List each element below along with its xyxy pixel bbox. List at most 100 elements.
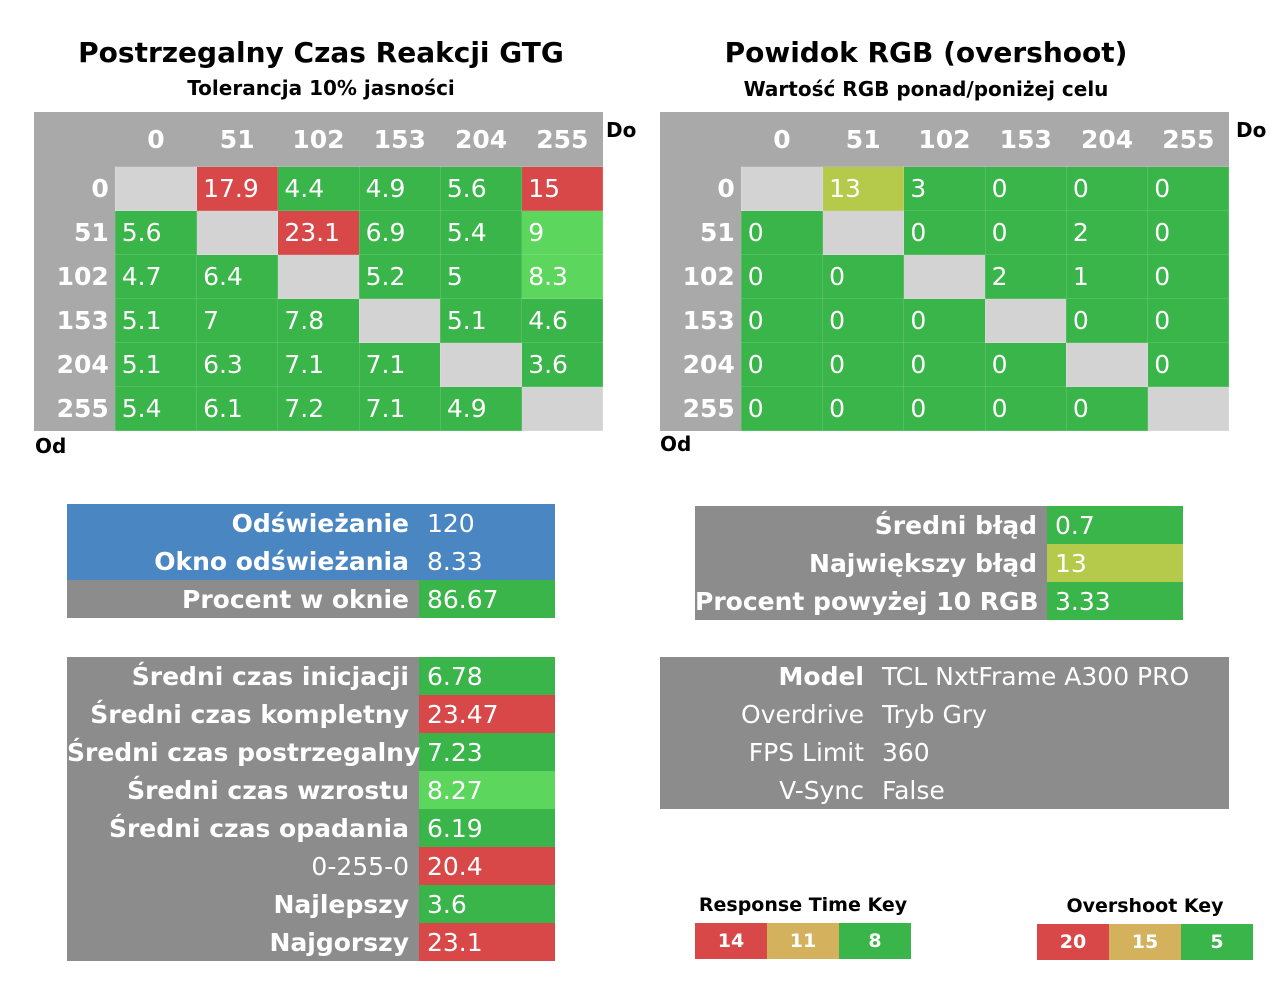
overshoot-row-header: 51 [660,210,742,255]
overshoot-title: Powidok RGB (overshoot) [724,36,1128,69]
gtg-diagonal-cell [358,298,441,343]
info-panel-row: V-Sync False [660,771,1229,809]
overshoot-cell: 0 [1065,166,1149,211]
overshoot-cell: 0 [1147,210,1230,255]
overshoot-cell: 0 [984,386,1067,431]
gtg-row-header: 102 [34,254,116,299]
error-panel-value: 13 [1047,544,1183,582]
overshoot-cell: 0 [740,386,824,431]
error-panel-label: Procent powyżej 10 RGB [695,582,1047,620]
overshoot-row-header: 255 [660,386,742,431]
gtg-subtitle: Tolerancja 10% jasności [187,76,455,100]
gtg-row: 153 5.1 7 7.8 5.1 4.6 [34,298,604,343]
gtg-title: Postrzegalny Czas Reakcji GTG [78,36,564,69]
gtg-cell: 6.3 [196,342,279,387]
times-panel-label: Średni czas opadania [67,809,419,847]
monitor-info-panel: Model TCL NxtFrame A300 PRO Overdrive Tryb … [660,657,1229,809]
overshoot-cell: 13 [822,166,905,211]
overshoot-diagonal-cell [984,298,1067,343]
overshoot-col-header: 51 [822,112,904,167]
gtg-corner [34,112,116,167]
gtg-cell: 4.9 [358,166,441,211]
overshoot-diagonal-cell [822,210,905,255]
info-panel-row: Model TCL NxtFrame A300 PRO [660,657,1229,695]
times-panel-value: 23.47 [419,695,555,733]
gtg-col-header: 51 [196,112,278,167]
refresh-panel-label: Procent w oknie [67,580,419,618]
error-panel-value: 0.7 [1047,506,1183,544]
overshoot-diagonal-cell [740,166,824,211]
gtg-cell: 5.1 [439,298,523,343]
overshoot-to-label: Do [1236,118,1267,142]
overshoot-cell: 0 [822,386,905,431]
gtg-diagonal-cell [196,210,279,255]
overshoot-cell: 0 [740,342,824,387]
overshoot-row-header: 153 [660,298,742,343]
overshoot-key-row: 20 15 5 [1037,924,1253,960]
gtg-cell: 5.2 [358,254,441,299]
gtg-cell: 5.6 [114,210,198,255]
overshoot-cell: 0 [903,386,986,431]
gtg-from-label: Od [35,434,67,458]
overshoot-cell: 2 [1065,210,1149,255]
gtg-diagonal-cell [521,386,604,431]
overshoot-cell: 0 [1147,342,1230,387]
times-panel-label: 0-255-0 [67,847,419,885]
gtg-col-header: 204 [440,112,522,167]
overshoot-key-title: Overshoot Key [1066,895,1224,917]
error-panel-row: Średni błąd 0.7 [695,506,1183,544]
gtg-col-header: 153 [359,112,441,167]
refresh-panel-row: Procent w oknie 86.67 [67,580,555,618]
overshoot-header-row: 0 51 102 153 204 255 [660,112,1229,167]
error-panel-row: Największy błąd 13 [695,544,1183,582]
overshoot-key-swatch: 15 [1109,924,1181,960]
overshoot-diagonal-cell [1065,342,1149,387]
times-panel-row: Średni czas wzrostu 8.27 [67,771,555,809]
gtg-row: 51 5.6 23.1 6.9 5.4 9 [34,210,604,255]
times-panel-value: 8.27 [419,771,555,809]
refresh-panel-label: Okno odświeżania [67,542,419,580]
info-panel-value: 360 [874,733,1229,771]
overshoot-row: 51 0 0 0 2 0 [660,210,1230,255]
overshoot-col-header: 255 [1147,112,1229,167]
gtg-cell: 4.4 [277,166,360,211]
overshoot-row: 204 0 0 0 0 0 [660,342,1230,387]
info-panel-value: Tryb Gry [874,695,1229,733]
overshoot-key: 20 15 5 [1037,924,1253,960]
gtg-header-row: 0 51 102 153 204 255 [34,112,603,167]
info-panel-row: Overdrive Tryb Gry [660,695,1229,733]
overshoot-row-header: 0 [660,166,742,211]
overshoot-cell: 0 [740,254,824,299]
gtg-diagonal-cell [114,166,198,211]
refresh-panel-row: Okno odświeżania 8.33 [67,542,555,580]
gtg-to-label: Do [606,118,637,142]
overshoot-heatmap: 0 51 102 153 204 255 0 13 3 0 0 0 51 0 0 0 2 0 102 0 0 2 1 0 153… [660,112,1230,431]
gtg-cell: 8.3 [521,254,604,299]
overshoot-diagonal-cell [1147,386,1230,431]
times-panel-row: Najgorszy 23.1 [67,923,555,961]
overshoot-subtitle: Wartość RGB ponad/poniżej celu [743,77,1109,101]
overshoot-cell: 3 [903,166,986,211]
overshoot-key-swatch: 20 [1037,924,1109,960]
info-panel-label: FPS Limit [660,733,874,771]
overshoot-cell: 0 [903,210,986,255]
error-panel: Średni błąd 0.7 Największy błąd 13 Procent p… [695,506,1183,620]
gtg-heatmap: 0 51 102 153 204 255 0 17.9 4.4 4.9 5.6 15 51 5.6 23.1… [34,112,604,431]
overshoot-cell: 0 [822,254,905,299]
info-panel-row: FPS Limit 360 [660,733,1229,771]
overshoot-cell: 0 [822,342,905,387]
overshoot-cell: 2 [984,254,1067,299]
overshoot-cell: 0 [822,298,905,343]
gtg-row: 0 17.9 4.4 4.9 5.6 15 [34,166,604,211]
overshoot-from-label: Od [660,432,692,456]
response-times-panel: Średni czas inicjacji 6.78 Średni czas kom… [67,657,555,961]
times-panel-value: 23.1 [419,923,555,961]
overshoot-diagonal-cell [903,254,986,299]
times-panel-value: 6.19 [419,809,555,847]
gtg-row-header: 204 [34,342,116,387]
gtg-cell: 17.9 [196,166,279,211]
response-time-key: 14 11 8 [695,923,911,959]
times-panel-label: Średni czas wzrostu [67,771,419,809]
refresh-panel-label: Odświeżanie [67,504,419,542]
gtg-cell: 7.1 [277,342,360,387]
